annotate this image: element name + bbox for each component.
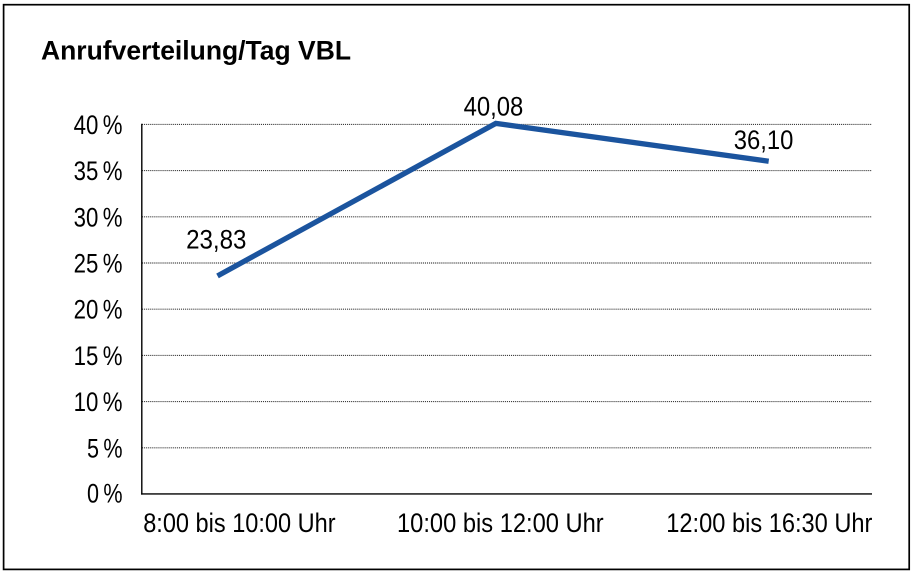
svg-text:23,83: 23,83 (186, 224, 246, 254)
svg-text:40,08: 40,08 (464, 91, 524, 121)
svg-text:10 %: 10 % (74, 387, 123, 417)
svg-text:40 %: 40 % (74, 110, 123, 140)
svg-text:25 %: 25 % (74, 249, 123, 279)
svg-text:10:00 bis 12:00 Uhr: 10:00 bis 12:00 Uhr (397, 508, 604, 538)
svg-text:36,10: 36,10 (734, 125, 794, 155)
svg-text:35 %: 35 % (74, 156, 123, 186)
svg-text:8:00 bis 10:00 Uhr: 8:00 bis 10:00 Uhr (143, 508, 336, 538)
svg-text:12:00 bis 16:30 Uhr: 12:00 bis 16:30 Uhr (666, 508, 872, 538)
svg-text:20 %: 20 % (74, 295, 123, 325)
svg-text:15 %: 15 % (74, 341, 123, 371)
svg-text:0 %: 0 % (87, 479, 123, 509)
svg-text:Anrufverteilung/Tag VBL: Anrufverteilung/Tag VBL (41, 36, 351, 66)
svg-text:30 %: 30 % (74, 202, 123, 232)
svg-text:5 %: 5 % (87, 433, 123, 463)
